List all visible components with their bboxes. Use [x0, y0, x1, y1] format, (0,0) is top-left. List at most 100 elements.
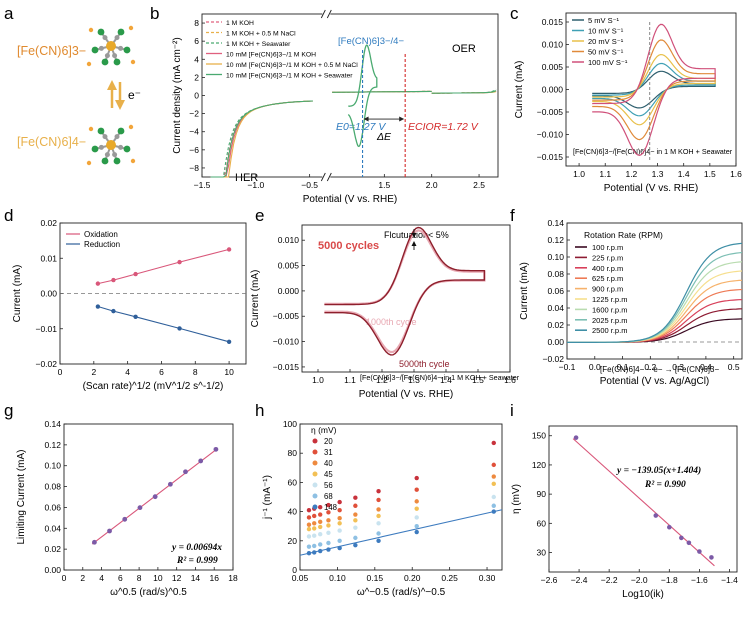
x-tick-label: 4 [99, 573, 104, 583]
nitrogen-atom [117, 28, 125, 36]
x-tick-label: −1.4 [721, 575, 738, 585]
data-point [326, 530, 331, 535]
carbon-atom [104, 152, 110, 158]
x-tick-label: −2.0 [631, 575, 648, 585]
her-curve [210, 100, 313, 178]
axis-break-mark [326, 9, 332, 19]
legend-swatch [312, 482, 318, 488]
x-tick-label: 0.1 [617, 362, 629, 372]
nitrogen-atom [101, 157, 109, 165]
data-point [306, 534, 312, 539]
data-point [376, 513, 381, 519]
data-point [226, 339, 232, 344]
data-point [122, 516, 128, 522]
data-point [337, 545, 342, 551]
data-point [306, 551, 312, 556]
y-tick-label: 0.06 [547, 286, 564, 296]
x-tick-label: 1.1 [599, 169, 611, 179]
y-tick-label: −0.005 [273, 311, 300, 321]
y-tick-label: 80 [288, 448, 298, 458]
nitrogen-atom [117, 127, 125, 135]
x-tick-label: 10 [224, 367, 234, 377]
y-axis-label: Current (mA) [12, 265, 23, 323]
nitrogen-atom [91, 145, 99, 153]
legend-label: 148 [324, 503, 337, 512]
chart-d: 0 2 4 6 8 10 −0.02 −0.01 0.00 0.01 0.02 (Scan rate)… [12, 218, 247, 392]
y-tick-label: −2 [189, 109, 199, 119]
panel-letter-d: d [4, 206, 13, 225]
legend-label: 225 r.p.m [592, 253, 623, 262]
her-curve [210, 100, 313, 178]
x-tick-label: 1.5 [378, 180, 390, 190]
panel-letter-b: b [150, 4, 159, 23]
data-point [318, 505, 323, 510]
y-tick-label: 6 [194, 36, 199, 46]
data-point [376, 497, 381, 503]
data-point [312, 526, 317, 531]
chart-h: 0.05 0.10 0.15 0.20 0.25 0.30 0 20 40 60 80 100 ω^−0… [262, 419, 503, 598]
x-tick-label: 2.0 [426, 180, 438, 190]
y-tick-label: −6 [189, 145, 199, 155]
x-tick-label: −2.4 [571, 575, 588, 585]
legend-label: 1 M KOH + 0.5 M NaCl [226, 31, 296, 38]
x-tick-label: 1.6 [504, 375, 516, 385]
x-tick-label: 1.2 [625, 169, 637, 179]
data-point [337, 528, 342, 533]
x-tick-label: 1.3 [408, 375, 420, 385]
g-fit-eq: y = 0.00694x [171, 543, 222, 553]
legend-label: 45 [324, 470, 333, 479]
delta-e-arrowhead [399, 116, 405, 122]
y-tick-label: 2 [194, 72, 199, 82]
f-note: [Fe(CN)6]4− − e− → [Fe(CN)6]3− [600, 365, 719, 374]
x-tick-label: 1.4 [440, 375, 452, 385]
her-curve [210, 100, 313, 178]
nitrogen-atom [91, 46, 99, 54]
x-tick-label: −0.5 [301, 180, 318, 190]
x-axis-label: ω^0.5 (rad/s)^0.5 [110, 587, 187, 598]
x-tick-label: −0.1 [559, 362, 576, 372]
legend-label: 1600 r.p.m [592, 305, 627, 314]
y-tick-label: 0.10 [547, 252, 564, 262]
y-tick-label: 0.04 [547, 303, 564, 313]
legend-label: 10 mV S⁻¹ [588, 27, 624, 36]
x-tick-label: 8 [193, 367, 198, 377]
data-point [573, 435, 579, 440]
legend-swatch [312, 504, 318, 510]
data-point [491, 474, 496, 479]
fluct-arrowhead [411, 233, 417, 238]
chart-i: −2.6 −2.4 −2.2 −2.0 −1.8 −1.6 −1.4 30 60 90 120 150… [511, 425, 738, 600]
legend-swatch [312, 493, 318, 499]
carbon-atom [118, 45, 124, 51]
data-point [653, 513, 659, 518]
x-tick-label: 8 [137, 573, 142, 583]
x-tick-label: 6 [118, 573, 123, 583]
y-tick-label: 0.00 [40, 289, 57, 299]
ecior-label: ECIOR=1.72 V [408, 121, 479, 133]
counter-ion [86, 61, 92, 67]
data-point [414, 515, 419, 520]
delta-e-arrowhead [363, 116, 369, 122]
x-tick-label: 1.4 [678, 169, 690, 179]
axis-break-mark [320, 9, 326, 19]
baseline-curve [332, 90, 432, 93]
data-point [376, 488, 381, 494]
nitrogen-atom [97, 28, 105, 36]
x-tick-label: 0.10 [329, 573, 346, 583]
y-tick-label: 0.000 [542, 85, 564, 95]
data-point [491, 503, 496, 508]
redox-couple-label: [Fe(CN)6]3−/4− [338, 36, 404, 47]
data-point [198, 458, 204, 464]
y-tick-label: 20 [288, 536, 298, 546]
x-tick-label: 1.0 [312, 375, 324, 385]
y-tick-label: 30 [537, 548, 547, 558]
data-point [337, 515, 342, 521]
x-tick-label: 0.25 [441, 573, 458, 583]
x-tick-label: 2.5 [473, 180, 485, 190]
data-point [414, 506, 419, 511]
y-tick-label: 0.00 [547, 337, 564, 347]
data-point [709, 555, 714, 560]
data-point [414, 499, 419, 504]
legend-label: 56 [324, 481, 333, 490]
counter-ion [88, 126, 94, 132]
